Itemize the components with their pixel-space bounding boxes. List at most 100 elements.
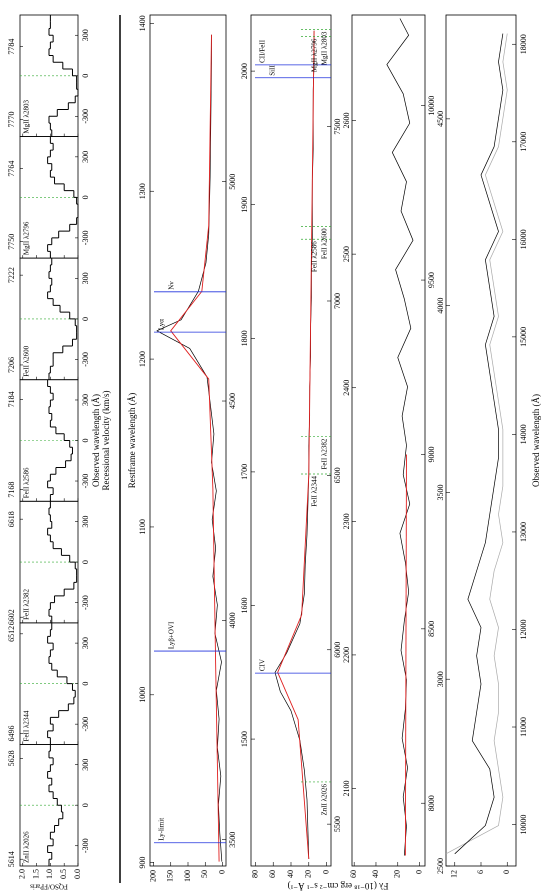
y-tick-label: 50 bbox=[200, 870, 209, 878]
y-tick-label: 0 bbox=[502, 870, 511, 874]
emission-line-label: Lyα bbox=[158, 319, 166, 330]
y-tick-label: 80 bbox=[250, 870, 259, 878]
velocity-title: Recessional velocity (km/s) bbox=[101, 391, 111, 491]
x-tick-label: 15000 bbox=[519, 327, 528, 347]
x-tick-label: -300 bbox=[81, 352, 90, 367]
x-tick-label: 0 bbox=[81, 560, 90, 564]
x-tick-label: 0 bbox=[81, 439, 90, 443]
y-title: FQSO/FParis bbox=[30, 882, 68, 890]
emission-line-label: SiII bbox=[269, 65, 277, 76]
panel-frame bbox=[149, 14, 227, 867]
spectrum bbox=[274, 30, 315, 860]
x2-tick-label: 1200 bbox=[138, 351, 147, 367]
x2-tick-label: 1800 bbox=[240, 330, 249, 346]
metal-line-label: MgII λ2803 bbox=[321, 31, 329, 65]
restframe-title: Restframe wavelength (Å) bbox=[127, 393, 137, 488]
y-tick-label: 0 bbox=[321, 870, 330, 874]
x-tick-label: 10000 bbox=[427, 96, 436, 116]
x-tick-label: 8000 bbox=[427, 795, 436, 811]
x-tick-label: 300 bbox=[81, 759, 90, 771]
x2-tick-label: 1400 bbox=[138, 15, 147, 31]
observed-title: Observed wavelength (Å) bbox=[531, 394, 541, 487]
emission-line-label: Nv bbox=[168, 281, 176, 290]
y-tick-label: 200 bbox=[148, 870, 157, 882]
continuum bbox=[170, 34, 220, 862]
w-tick-label: 7784 bbox=[7, 39, 16, 55]
y-tick-label: 60 bbox=[349, 870, 358, 878]
w-tick-label: 6512 bbox=[7, 626, 16, 642]
x2-tick-label: 2400 bbox=[342, 380, 351, 396]
x2-tick-label: 1100 bbox=[138, 519, 147, 535]
x-tick-label: 4500 bbox=[228, 393, 237, 409]
flux-connector bbox=[47, 750, 63, 860]
y-tick-label: 0.5 bbox=[59, 869, 68, 879]
metal-line-label: ZnII λ2026 bbox=[321, 783, 329, 815]
w-tick-label: 7764 bbox=[7, 161, 16, 177]
x2-tick-label: 900 bbox=[138, 857, 147, 869]
y-tick-label: 20 bbox=[393, 870, 402, 878]
rotated-figure: -300 0 300 5614 5628 0.0 0.5 1.0 1.5 2.0 ZnII λ202… bbox=[7, 14, 541, 891]
w-tick-label: 6602 bbox=[7, 609, 16, 625]
x-tick-label: 10000 bbox=[519, 815, 528, 835]
y-tick-label: 0.0 bbox=[73, 869, 82, 879]
y-tick-label: 1.5 bbox=[31, 869, 40, 879]
ion-label: MgII λ2796 bbox=[23, 221, 31, 255]
emission-line-label: Ly-limit bbox=[158, 818, 166, 841]
y-tick-label: 100 bbox=[183, 870, 192, 882]
y-tick-label: 60 bbox=[268, 870, 277, 878]
y-tick-label: 40 bbox=[371, 870, 380, 878]
ion-label: ZnII λ2026 bbox=[23, 831, 31, 863]
emission-line-label: CII/FeII bbox=[259, 39, 267, 63]
x2-tick-label: 1300 bbox=[138, 183, 147, 199]
ion-label: MgII λ2803 bbox=[23, 100, 31, 134]
x-tick-label: 300 bbox=[81, 29, 90, 41]
metal-line-label: FeII λ2600 bbox=[321, 228, 329, 259]
wavelength-title: Observed wavelength (Å) bbox=[91, 394, 101, 487]
x-tick-label: -300 bbox=[81, 231, 90, 246]
w-tick-label: 6496 bbox=[7, 725, 16, 741]
x-tick-label: 5500 bbox=[333, 816, 342, 832]
flux-connector bbox=[47, 507, 77, 617]
x-tick-label: 0 bbox=[81, 803, 90, 807]
x-tick-label: 17000 bbox=[519, 132, 528, 152]
ion-label: FeII λ2586 bbox=[23, 467, 31, 498]
x-tick-label: 13000 bbox=[519, 522, 528, 542]
x-tick-label: 4000 bbox=[228, 612, 237, 628]
metal-line-label: FeII λ2382 bbox=[321, 438, 329, 469]
x-tick-label: -300 bbox=[81, 109, 90, 124]
x2-tick-label: 2000 bbox=[240, 63, 249, 79]
x-tick-label: 0 bbox=[81, 74, 90, 78]
w-tick-label: 5614 bbox=[7, 851, 16, 867]
metal-line-label: FeII λ2586 bbox=[311, 241, 319, 272]
spectrum bbox=[386, 18, 414, 856]
x-tick-label: 14000 bbox=[519, 424, 528, 444]
x2-tick-label: 2300 bbox=[342, 513, 351, 529]
x-tick-label: 300 bbox=[81, 151, 90, 163]
y-tick-label: 2.0 bbox=[18, 869, 27, 879]
x-tick-label: -300 bbox=[81, 595, 90, 610]
x-tick-label: 3500 bbox=[228, 832, 237, 848]
y-tick-label: 40 bbox=[286, 870, 295, 878]
y-tick-label: 20 bbox=[304, 870, 313, 878]
ion-label: FeII λ2600 bbox=[23, 345, 31, 376]
x2-tick-label: 1500 bbox=[240, 731, 249, 747]
y-tick-label: 1.0 bbox=[45, 869, 54, 879]
ion-label: FeII λ2382 bbox=[23, 589, 31, 620]
x-tick-label: 8500 bbox=[427, 621, 436, 637]
w-tick-label: 7222 bbox=[7, 267, 16, 283]
spectrum bbox=[454, 33, 504, 855]
x-tick-label: -300 bbox=[81, 717, 90, 732]
x-tick-label: 0 bbox=[81, 682, 90, 686]
x2-tick-label: 2500 bbox=[342, 246, 351, 262]
w-tick-label: 7184 bbox=[7, 391, 16, 407]
x-tick-label: 0 bbox=[81, 317, 90, 321]
y-tick-label: 12 bbox=[450, 870, 459, 878]
w-tick-label: 7750 bbox=[7, 234, 16, 250]
x-tick-label: 16000 bbox=[519, 229, 528, 249]
x-tick-label: 7000 bbox=[333, 293, 342, 309]
x2-tick-label: 4500 bbox=[436, 111, 445, 127]
x-tick-label: 12000 bbox=[519, 619, 528, 639]
continuum bbox=[277, 30, 315, 860]
x-tick-label: 300 bbox=[81, 637, 90, 649]
